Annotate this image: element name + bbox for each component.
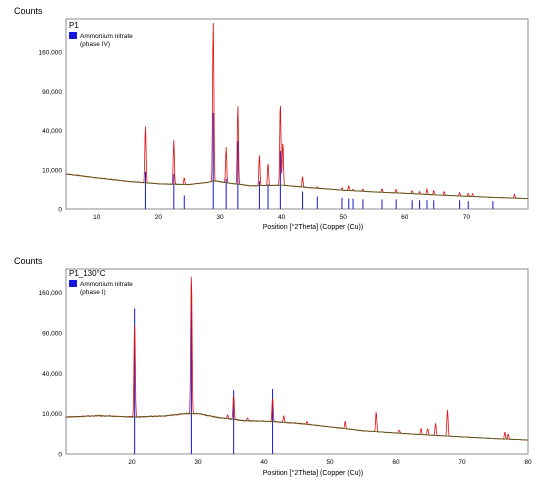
background-curve [65, 173, 529, 200]
panel-p1: Counts 10,000 40,000 90,000 160,000 0 10 20 30… [14, 6, 529, 231]
y-tick-label: 40,000 [42, 128, 62, 135]
x-tick-label: 40 [260, 459, 268, 466]
x-tick-label: 60 [401, 214, 409, 221]
legend-sublabel: (phase I) [80, 289, 106, 296]
x-tick-label: 30 [194, 459, 202, 466]
y-tick-label: 40,000 [42, 371, 62, 378]
x-tick-label: 30 [216, 214, 224, 221]
y-tick-label: 10,000 [42, 411, 62, 418]
y-tick-label: 90,000 [42, 89, 62, 96]
x-axis-title: Position [°2Theta] (Copper (Cu)) [263, 223, 363, 231]
x-tick-label: 40 [278, 214, 286, 221]
y-tick-label: 10,000 [42, 167, 62, 174]
x-tick-label: 50 [326, 459, 334, 466]
background-curve [65, 413, 529, 441]
legend-sublabel: (phase IV) [80, 41, 110, 48]
x-tick-label: 20 [128, 459, 136, 466]
x-axis-title: Position [°2Theta] (Copper (Cu)) [263, 469, 363, 477]
legend-swatch [69, 280, 77, 287]
x-tick-label: 10 [93, 214, 101, 221]
legend-label: Ammonium nitrate [80, 33, 133, 40]
y-tick-label: 0 [58, 452, 62, 459]
x-tick-labels: 20 30 40 50 60 70 80 [128, 459, 532, 466]
legend-label: Ammonium nitrate [80, 281, 133, 288]
x-tick-label: 80 [524, 459, 532, 466]
y-tick-labels: 10,000 40,000 90,000 160,000 0 [39, 290, 63, 458]
panel-label: P1_130°C [69, 269, 106, 278]
x-tick-label: 60 [392, 459, 400, 466]
x-tick-label: 70 [458, 459, 466, 466]
x-tick-label: 50 [340, 214, 348, 221]
y-tick-label: 0 [58, 207, 62, 214]
y-tick-label: 160,000 [39, 290, 63, 297]
y-axis-title: Counts [14, 6, 43, 16]
y-axis-title: Counts [14, 256, 43, 266]
plot-frame [65, 18, 529, 210]
y-tick-labels: 10,000 40,000 90,000 160,000 0 [39, 50, 63, 214]
reference-lines [144, 112, 494, 209]
x-tick-labels: 10 20 30 40 50 60 70 [93, 214, 470, 221]
panel-p1-130c: Counts 10,000 40,000 90,000 160,000 0 20 30 40… [14, 256, 532, 477]
legend-swatch [69, 32, 77, 39]
y-tick-label: 90,000 [42, 330, 62, 337]
panel-label: P1 [69, 21, 79, 30]
y-tick-label: 160,000 [39, 50, 63, 57]
x-tick-label: 20 [155, 214, 163, 221]
x-tick-label: 70 [463, 214, 471, 221]
